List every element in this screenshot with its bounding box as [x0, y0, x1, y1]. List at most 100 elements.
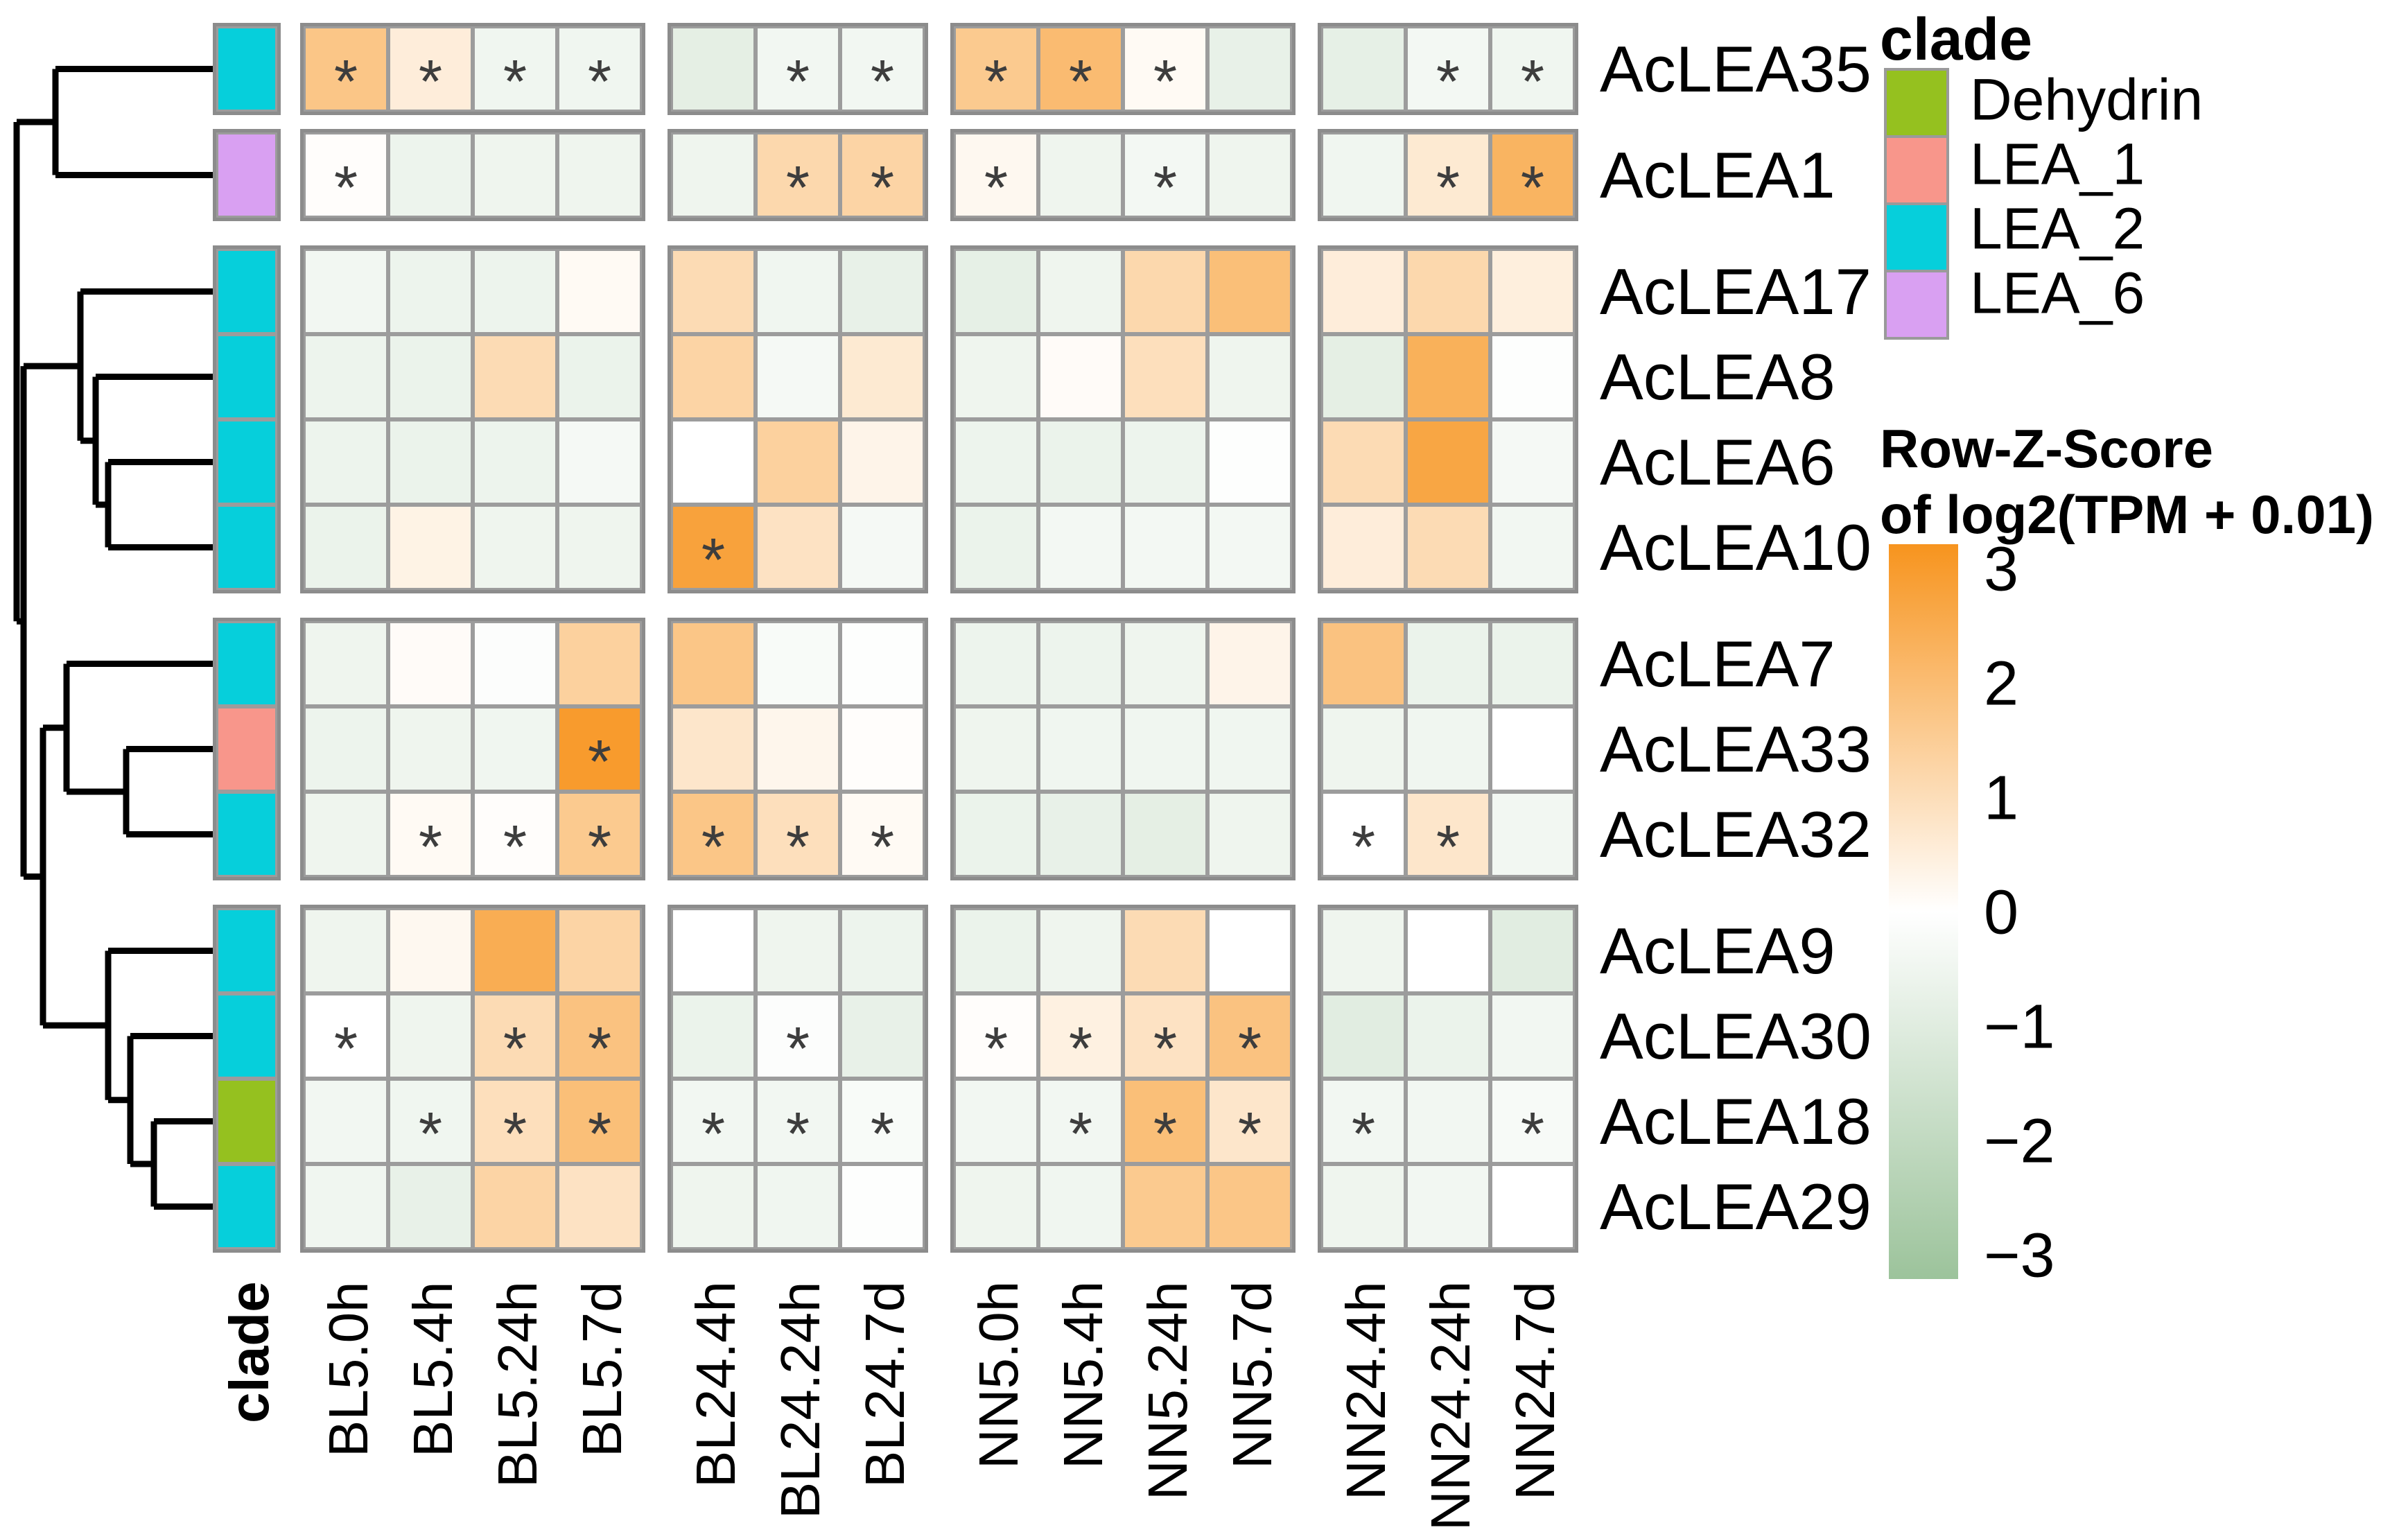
significance-asterisk: * — [870, 46, 895, 116]
heatmap-cell: * — [304, 26, 388, 112]
heatmap-cell — [671, 706, 756, 792]
significance-asterisk: * — [785, 153, 810, 222]
heatmap-block: * * * * * * * — [950, 905, 1295, 1253]
heatmap-cell — [473, 249, 557, 334]
heatmap-cell — [1038, 621, 1123, 706]
heatmap-cell — [304, 706, 388, 792]
heatmap-cell — [1207, 505, 1292, 590]
heatmap-cell — [473, 621, 557, 706]
significance-asterisk: * — [333, 46, 358, 116]
heatmap-cell — [1321, 132, 1406, 218]
significance-asterisk: * — [785, 1014, 810, 1083]
heatmap-cell — [1207, 132, 1292, 218]
heatmap-cell — [557, 334, 642, 419]
heatmap-cell — [954, 706, 1038, 792]
significance-asterisk: * — [1153, 1099, 1178, 1168]
heatmap-cell — [756, 419, 840, 505]
clade-legend-title: clade — [1880, 6, 2032, 73]
significance-asterisk: * — [984, 1014, 1009, 1083]
heatmap-cell — [1406, 706, 1490, 792]
heatmap-block: * — [300, 129, 645, 221]
heatmap-cell: * — [1490, 1079, 1575, 1164]
heatmap-cell — [1207, 26, 1292, 112]
heatmap-cell — [1321, 1164, 1406, 1249]
colorbar-tick-label: 1 — [1984, 763, 2019, 833]
heatmap-cell: * — [840, 26, 925, 112]
legend-swatch — [1884, 202, 1949, 272]
heatmap-cell: * — [557, 792, 642, 877]
column-label: NN24.24h — [1420, 1281, 1481, 1531]
significance-asterisk: * — [1351, 1099, 1376, 1168]
heatmap-cell — [1490, 419, 1575, 505]
heatmap-cell — [756, 249, 840, 334]
heatmap-cell: * — [1123, 1079, 1207, 1164]
heatmap-block: * * — [1318, 618, 1578, 880]
row-label: AcLEA17 — [1600, 254, 1872, 328]
heatmap-cell — [954, 334, 1038, 419]
heatmap-cell: * — [557, 706, 642, 792]
heatmap-block: * * — [950, 129, 1295, 221]
heatmap-cell — [840, 621, 925, 706]
heatmap-cell — [1038, 908, 1123, 993]
heatmap-cell: * — [1490, 132, 1575, 218]
heatmap-block: * * — [1318, 23, 1578, 115]
legend-item-label: LEA_6 — [1970, 260, 2145, 326]
significance-asterisk: * — [333, 153, 358, 222]
heatmap-cell — [1207, 621, 1292, 706]
significance-asterisk: * — [587, 1014, 612, 1083]
colorbar-gradient — [1889, 544, 1958, 1279]
heatmap-cell: * — [1123, 132, 1207, 218]
legend-item-label: LEA_1 — [1970, 131, 2145, 197]
row-label: AcLEA29 — [1600, 1170, 1872, 1243]
significance-asterisk: * — [701, 525, 726, 594]
significance-asterisk: * — [1436, 46, 1460, 116]
colorbar-tick-label: −1 — [1984, 992, 2055, 1062]
row-label: AcLEA10 — [1600, 510, 1872, 584]
heatmap-block: * * — [668, 129, 928, 221]
clade-cell — [216, 993, 277, 1079]
clade-legend — [1884, 68, 1949, 340]
heatmap-cell — [954, 1164, 1038, 1249]
heatmap-cell — [388, 334, 473, 419]
heatmap-cell — [840, 706, 925, 792]
significance-asterisk: * — [418, 812, 443, 881]
heatmap-block: * * * * — [300, 618, 645, 880]
clade-cell — [216, 249, 277, 334]
heatmap-cell: * — [1123, 26, 1207, 112]
clade-column-block — [213, 23, 281, 115]
heatmap-cell — [1406, 1164, 1490, 1249]
clade-column-block — [213, 245, 281, 593]
clade-cell — [216, 419, 277, 505]
significance-asterisk: * — [1153, 153, 1178, 222]
heatmap-cell — [1123, 505, 1207, 590]
significance-asterisk: * — [587, 727, 612, 796]
heatmap-cell: * — [1038, 1079, 1123, 1164]
heatmap-cell — [1038, 706, 1123, 792]
heatmap-cell — [954, 908, 1038, 993]
heatmap-cell — [304, 908, 388, 993]
heatmap-cell — [1406, 249, 1490, 334]
heatmap-cell — [304, 505, 388, 590]
row-label: AcLEA1 — [1600, 138, 1835, 211]
heatmap-cell — [388, 419, 473, 505]
heatmap-cell — [557, 249, 642, 334]
heatmap-cell — [1321, 505, 1406, 590]
clade-cell — [216, 132, 277, 218]
colorbar-title: Row-Z-Score of log2(TPM + 0.01) — [1880, 416, 2374, 548]
heatmap-cell — [671, 993, 756, 1079]
heatmap-cell — [388, 505, 473, 590]
heatmap-cell — [756, 1164, 840, 1249]
heatmap-cell — [1490, 334, 1575, 419]
significance-asterisk: * — [1153, 46, 1178, 116]
heatmap-cell — [1321, 334, 1406, 419]
heatmap-cell — [1321, 621, 1406, 706]
heatmap-cell: * — [388, 1079, 473, 1164]
significance-asterisk: * — [587, 1099, 612, 1168]
colorbar-title-line1: Row-Z-Score — [1880, 418, 2214, 479]
column-label: NN5.24h — [1137, 1281, 1198, 1500]
clade-cell — [216, 792, 277, 877]
heatmap-cell — [671, 334, 756, 419]
clade-column-block — [213, 618, 281, 880]
heatmap-block — [950, 618, 1295, 880]
heatmap-cell — [557, 419, 642, 505]
